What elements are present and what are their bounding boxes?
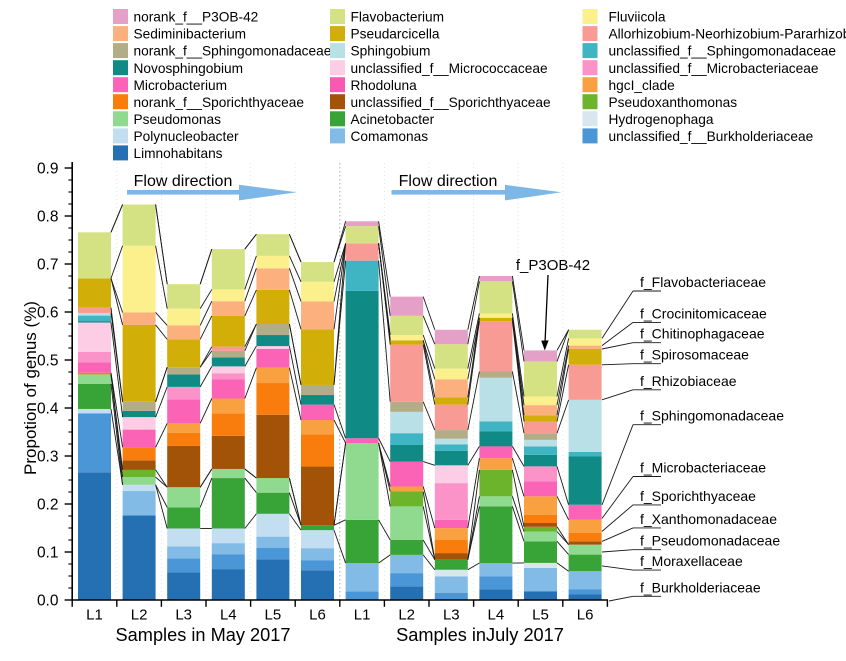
svg-text:f_Spirosomaceae: f_Spirosomaceae	[640, 347, 749, 363]
svg-text:0.4: 0.4	[37, 401, 59, 418]
svg-text:Limnohabitans: Limnohabitans	[134, 146, 223, 161]
svg-text:f_Sporichthyaceae: f_Sporichthyaceae	[640, 488, 756, 504]
svg-text:Flow direction: Flow direction	[134, 173, 233, 190]
svg-text:Allorhizobium-Neorhizobium-Par: Allorhizobium-Neorhizobium-Pararhizobium	[609, 27, 846, 42]
svg-text:Comamonas: Comamonas	[351, 129, 429, 144]
svg-text:L2: L2	[398, 607, 415, 624]
svg-text:Sediminibacterium: Sediminibacterium	[134, 27, 247, 42]
svg-text:L3: L3	[443, 607, 460, 624]
svg-text:f_Moraxellaceae: f_Moraxellaceae	[640, 553, 743, 569]
svg-text:Polynucleobacter: Polynucleobacter	[134, 129, 239, 144]
svg-text:Fluviicola: Fluviicola	[609, 10, 666, 25]
svg-text:Hydrogenophaga: Hydrogenophaga	[609, 112, 714, 127]
svg-text:L1: L1	[354, 607, 371, 624]
svg-text:Flow direction: Flow direction	[399, 173, 498, 190]
svg-text:Pseudarcicella: Pseudarcicella	[351, 27, 440, 42]
svg-text:L5: L5	[265, 607, 282, 624]
svg-text:unclassified_f__Micrococcaceae: unclassified_f__Micrococcaceae	[351, 61, 548, 76]
svg-text:L5: L5	[532, 607, 549, 624]
svg-text:f_Flavobacteriaceae: f_Flavobacteriaceae	[640, 274, 766, 290]
svg-text:0.1: 0.1	[37, 545, 59, 562]
svg-text:L4: L4	[488, 607, 505, 624]
svg-text:0.0: 0.0	[37, 593, 59, 610]
svg-text:0.8: 0.8	[37, 209, 59, 226]
svg-text:norank_f__P3OB-42: norank_f__P3OB-42	[134, 10, 259, 25]
svg-text:unclassified_f__Burkholderiace: unclassified_f__Burkholderiaceae	[609, 129, 814, 144]
svg-text:Sphingobium: Sphingobium	[351, 44, 431, 59]
svg-text:f_P3OB-42: f_P3OB-42	[516, 257, 590, 274]
svg-text:L1: L1	[86, 607, 103, 624]
svg-text:norank_f__Sphingomonadaceae: norank_f__Sphingomonadaceae	[134, 44, 332, 59]
svg-text:Samples inJuly 2017: Samples inJuly 2017	[396, 625, 564, 645]
svg-text:L6: L6	[577, 607, 594, 624]
svg-text:norank_f__Sporichthyaceae: norank_f__Sporichthyaceae	[134, 95, 304, 110]
svg-text:unclassified_f__Sphingomonadac: unclassified_f__Sphingomonadaceae	[609, 44, 837, 59]
svg-text:f_Chitinophagaceae: f_Chitinophagaceae	[640, 326, 765, 342]
svg-text:Acinetobacter: Acinetobacter	[351, 112, 435, 127]
svg-text:0.5: 0.5	[37, 353, 59, 370]
svg-text:unclassified_f__Sporichthyacea: unclassified_f__Sporichthyaceae	[351, 95, 551, 110]
svg-text:f_Pseudomonadaceae: f_Pseudomonadaceae	[640, 533, 780, 549]
svg-text:0.9: 0.9	[37, 161, 59, 178]
svg-text:Propotion of genus (%): Propotion of genus (%)	[21, 301, 40, 475]
svg-text:L4: L4	[220, 607, 237, 624]
svg-text:Samples in May 2017: Samples in May 2017	[116, 625, 291, 645]
svg-text:f_Xanthomonadaceae: f_Xanthomonadaceae	[640, 511, 777, 527]
svg-text:hgcI_clade: hgcI_clade	[609, 78, 675, 93]
svg-text:f_Microbacteriaceae: f_Microbacteriaceae	[640, 460, 766, 476]
svg-text:f_Rhizobiaceae: f_Rhizobiaceae	[640, 373, 737, 389]
svg-text:0.6: 0.6	[37, 305, 59, 322]
svg-text:f_Burkholderiaceae: f_Burkholderiaceae	[640, 579, 761, 595]
svg-text:unclassified_f__Microbacteriac: unclassified_f__Microbacteriaceae	[609, 61, 819, 76]
svg-text:Pseudomonas: Pseudomonas	[134, 112, 222, 127]
svg-text:Novosphingobium: Novosphingobium	[134, 61, 244, 76]
svg-text:f_Crocinitomicaceae: f_Crocinitomicaceae	[640, 305, 767, 321]
svg-text:L6: L6	[309, 607, 326, 624]
svg-text:L3: L3	[175, 607, 192, 624]
svg-text:f_Sphingomonadaceae: f_Sphingomonadaceae	[640, 408, 784, 424]
svg-text:L2: L2	[131, 607, 148, 624]
svg-text:Microbacterium: Microbacterium	[134, 78, 228, 93]
svg-text:Rhodoluna: Rhodoluna	[351, 78, 418, 93]
svg-text:0.3: 0.3	[37, 449, 59, 466]
svg-text:0.2: 0.2	[37, 497, 59, 514]
svg-text:0.7: 0.7	[37, 257, 59, 274]
svg-text:Pseudoxanthomonas: Pseudoxanthomonas	[609, 95, 738, 110]
svg-text:Flavobacterium: Flavobacterium	[351, 10, 445, 25]
